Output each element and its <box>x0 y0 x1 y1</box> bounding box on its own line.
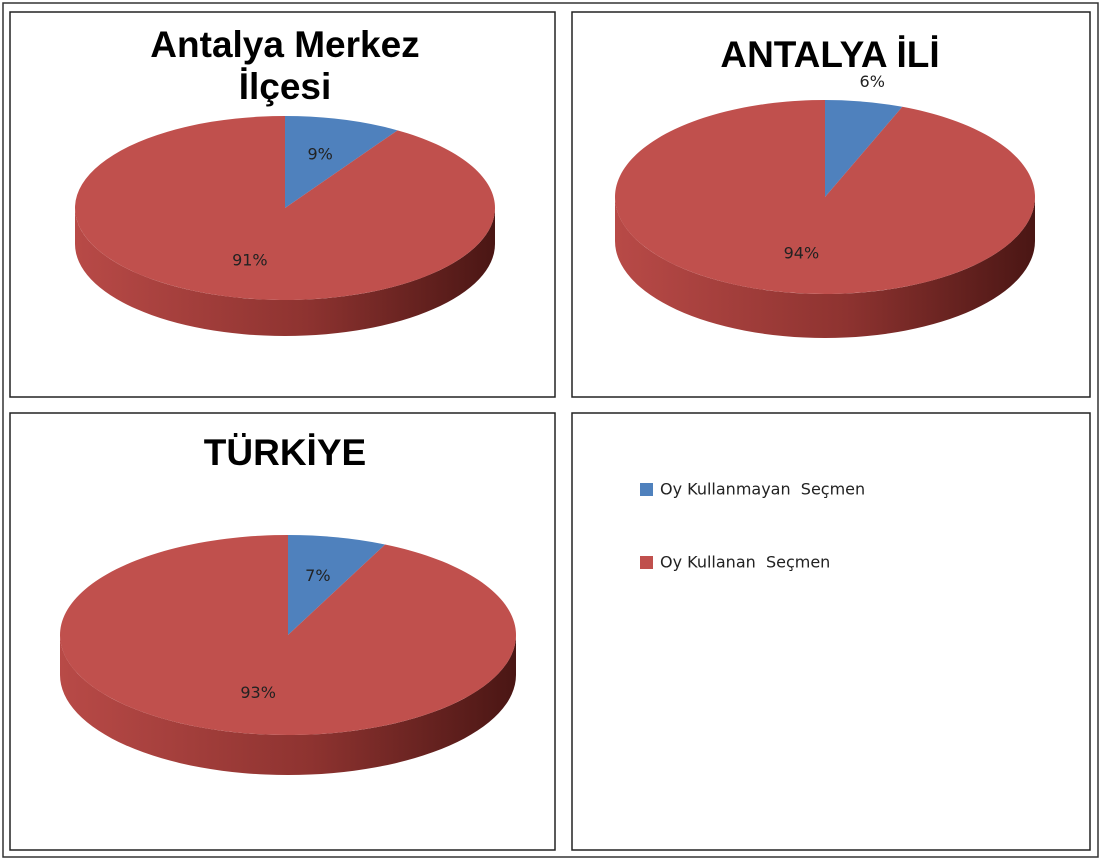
pie-slice <box>288 535 386 635</box>
data-label: 6% <box>860 72 885 91</box>
panel <box>571 412 1091 851</box>
data-label: 7% <box>305 566 330 585</box>
pie-slice <box>615 100 1035 294</box>
data-label: 91% <box>232 251 268 270</box>
pie-side <box>60 635 516 775</box>
legend-swatch <box>640 483 653 496</box>
panel <box>571 11 1091 398</box>
pie-slice <box>285 116 398 208</box>
chart-title: Antalya Merkez İlçesi <box>150 24 420 107</box>
pie-slice <box>825 100 903 197</box>
chart-title: TÜRKİYE <box>203 432 367 473</box>
chart-title: ANTALYA İLİ <box>720 34 940 75</box>
legend-label: Oy Kullanmayan Seçmen <box>660 480 865 499</box>
pie-side <box>75 208 495 336</box>
legend-label: Oy Kullanan Seçmen <box>660 553 830 572</box>
legend-swatch <box>640 556 653 569</box>
data-label: 9% <box>307 144 332 163</box>
panel <box>9 412 556 851</box>
data-label: 93% <box>240 683 276 702</box>
pie-side <box>615 197 1035 338</box>
pie-slice <box>75 116 496 300</box>
panel <box>9 11 556 398</box>
pie-slice <box>60 535 517 735</box>
data-label: 94% <box>784 244 820 263</box>
